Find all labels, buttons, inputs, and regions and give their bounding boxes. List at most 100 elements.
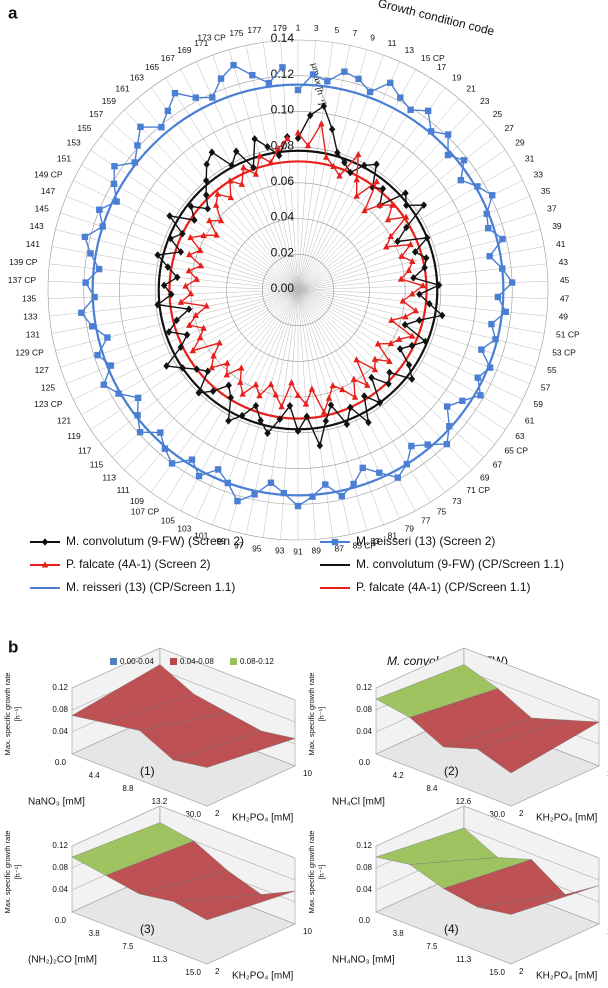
data-point <box>99 223 106 230</box>
data-point <box>212 201 220 208</box>
spoke <box>49 289 299 317</box>
category-label: 63 <box>515 431 525 441</box>
data-point <box>302 400 310 407</box>
data-point <box>328 125 336 134</box>
data-point <box>224 359 231 366</box>
data-point <box>294 391 302 398</box>
spoke <box>297 289 334 538</box>
data-point <box>192 311 199 319</box>
data-point <box>104 334 111 341</box>
spoke <box>280 40 299 291</box>
data-point <box>373 160 380 169</box>
spoke <box>124 109 299 291</box>
data-point <box>78 309 85 316</box>
x-tick-label: 3.8 <box>89 929 101 938</box>
data-point <box>486 253 493 260</box>
category-label: 15 CP <box>421 53 445 63</box>
category-label: 97 <box>234 541 244 551</box>
category-label: 161 <box>115 84 129 94</box>
z-tick-label: 0.12 <box>356 841 372 850</box>
data-point <box>426 300 433 308</box>
category-label: 57 <box>541 382 551 392</box>
spoke <box>297 289 496 445</box>
category-label: 179 <box>273 23 287 33</box>
category-label: 155 <box>77 123 91 133</box>
data-point <box>494 293 502 301</box>
z-tick-label: 0.12 <box>356 683 372 692</box>
category-label: 43 <box>559 257 569 267</box>
x-tick-label: 15.0 <box>489 968 505 977</box>
data-point <box>368 373 375 382</box>
x-tick-label: 7.5 <box>122 942 134 951</box>
data-point <box>189 347 197 354</box>
data-point <box>237 378 244 385</box>
data-point <box>403 223 410 232</box>
band-label: 0.00-0.04 <box>120 657 154 666</box>
radial-tick-label: 0.12 <box>271 67 295 81</box>
data-point <box>353 192 360 199</box>
plot-label: (2) <box>444 764 459 778</box>
z-axis-label: Max. specific growth rate <box>3 831 12 914</box>
data-point <box>177 298 184 305</box>
category-label: 51 CP <box>556 330 580 340</box>
data-point <box>443 440 451 448</box>
panel-label: a <box>8 3 18 22</box>
spoke <box>297 289 545 334</box>
spoke <box>297 40 316 291</box>
data-point <box>238 180 246 187</box>
category-label: 75 <box>437 506 447 516</box>
spoke <box>112 122 299 291</box>
radial-tick-label: 0.04 <box>271 210 295 224</box>
data-point <box>388 316 395 323</box>
data-point <box>336 172 343 179</box>
data-point <box>264 142 271 151</box>
category-label: 101 <box>194 530 208 540</box>
data-point <box>347 168 354 177</box>
grid-circle <box>47 39 549 541</box>
data-point <box>204 367 211 376</box>
data-point <box>351 393 359 400</box>
radial-tick-label: 0.06 <box>271 174 295 188</box>
data-point <box>474 374 481 381</box>
data-point <box>256 392 263 399</box>
data-point <box>257 416 264 425</box>
y-axis-label: KH₂PO₄ [mM] <box>536 813 598 824</box>
z-axis-unit: [h⁻¹] <box>317 707 326 722</box>
spoke <box>297 289 384 526</box>
data-point <box>324 78 331 85</box>
z-tick-label: 0.04 <box>52 727 68 736</box>
category-label: 167 <box>161 53 175 63</box>
spoke <box>297 289 547 317</box>
data-point <box>294 502 302 510</box>
x-tick-label: 12.6 <box>456 797 472 806</box>
data-point <box>394 474 401 481</box>
data-point <box>204 204 211 213</box>
spoke <box>165 77 299 291</box>
data-point <box>422 337 429 346</box>
data-point <box>366 88 374 96</box>
spoke <box>297 45 351 291</box>
z-axis-unit: [h⁻¹] <box>317 865 326 880</box>
data-point <box>361 161 368 170</box>
spoke <box>297 180 523 291</box>
data-point <box>408 341 416 350</box>
data-point <box>192 94 199 101</box>
category-label: 39 <box>552 221 562 231</box>
z-tick-label: 0.04 <box>356 885 372 894</box>
category-label: 81 <box>388 530 398 540</box>
data-point <box>225 417 232 425</box>
data-point <box>203 191 210 199</box>
radial-tick-label: 0.02 <box>271 245 295 259</box>
data-point <box>174 273 181 282</box>
data-point <box>187 233 194 241</box>
data-point <box>217 75 225 82</box>
data-point <box>200 324 207 331</box>
data-point <box>412 307 420 314</box>
data-point <box>316 441 324 450</box>
category-label: 11 <box>388 38 397 48</box>
data-point <box>423 254 430 262</box>
category-label: 1 <box>296 22 301 32</box>
category-label: 31 <box>525 153 535 163</box>
data-point <box>489 192 496 199</box>
y-tick-label: 10 <box>303 769 312 778</box>
